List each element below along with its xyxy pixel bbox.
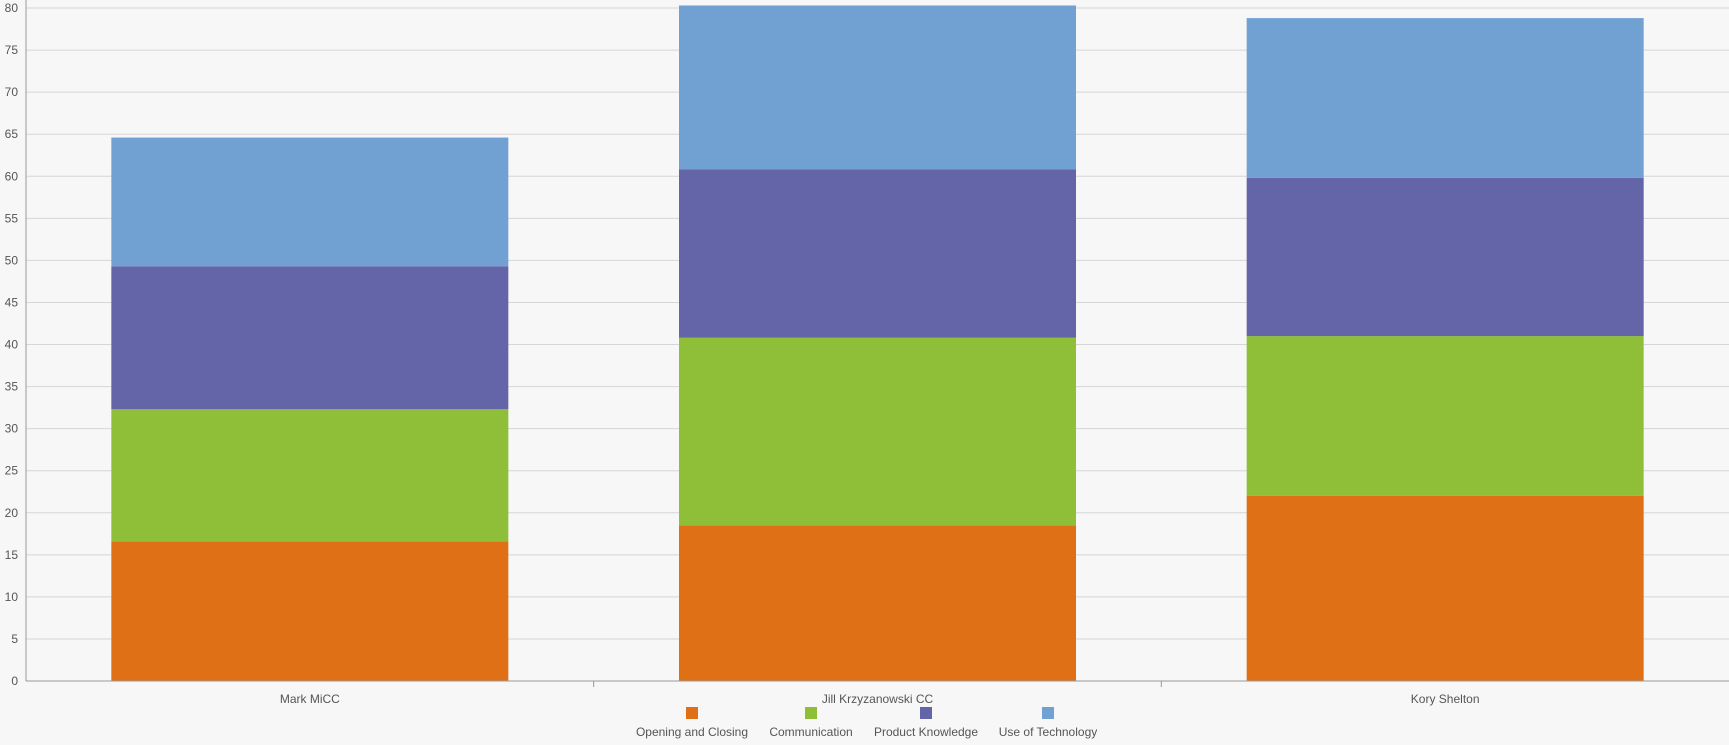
y-tick-label: 10 [5, 590, 19, 604]
legend-label: Use of Technology [999, 725, 1098, 739]
x-tick-label: Jill Krzyzanowski CC [822, 692, 934, 706]
y-tick-label: 80 [5, 1, 19, 15]
bar-segment [111, 137, 509, 267]
y-tick-label: 70 [5, 85, 19, 99]
bar-segment [111, 409, 509, 542]
bar-segment [679, 525, 1076, 681]
bar-segment [111, 266, 509, 410]
bar-segment [1246, 336, 1644, 496]
axes [25, 0, 1729, 687]
bar-segment [1246, 177, 1644, 337]
y-tick-label: 15 [5, 548, 19, 562]
y-tick-label: 75 [5, 43, 19, 57]
bar-segment [679, 169, 1076, 338]
y-tick-label: 30 [5, 422, 19, 436]
bar-segment [679, 5, 1076, 170]
bar-segment [1246, 495, 1644, 681]
legend-swatch [1042, 707, 1054, 719]
legend: Opening and Closing Communication Product … [636, 707, 1097, 739]
y-tick-label: 25 [5, 464, 19, 478]
legend-label: Communication [769, 725, 852, 739]
y-tick-label: 5 [11, 632, 18, 646]
legend-swatch [805, 707, 817, 719]
bars [111, 5, 1644, 681]
legend-swatch [920, 707, 932, 719]
x-tick-label: Kory Shelton [1411, 692, 1480, 706]
y-tick-label: 35 [5, 380, 19, 394]
y-tick-label: 50 [5, 253, 19, 267]
y-tick-label: 60 [5, 169, 19, 183]
y-tick-label: 20 [5, 506, 19, 520]
y-tick-label: 65 [5, 127, 19, 141]
legend-label: Opening and Closing [636, 725, 748, 739]
legend-swatch [686, 707, 698, 719]
y-tick-label: 45 [5, 295, 19, 309]
bar-segment [679, 337, 1076, 526]
x-tick-label: Mark MiCC [280, 692, 340, 706]
y-axis-ticks: 0 5 10 15 20 25 30 35 40 45 50 55 60 65 70 75 80 [5, 1, 19, 688]
x-axis-labels: Mark MiCC Jill Krzyzanowski CC Kory Shelto… [280, 692, 1480, 706]
y-tick-label: 40 [5, 338, 19, 352]
bar-segment [111, 541, 509, 681]
y-tick-label: 55 [5, 211, 19, 225]
y-tick-label: 0 [11, 674, 18, 688]
bar-segment [1246, 18, 1644, 178]
legend-label: Product Knowledge [874, 725, 978, 739]
